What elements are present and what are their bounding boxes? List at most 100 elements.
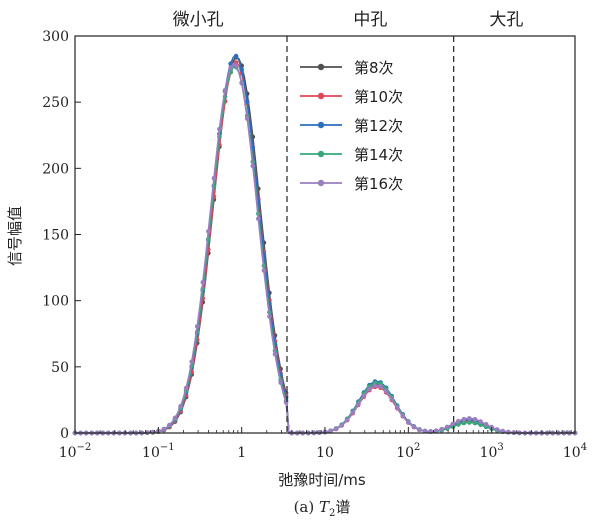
legend-item: 第12次 bbox=[300, 117, 403, 135]
data-point bbox=[500, 428, 506, 434]
data-point bbox=[344, 417, 350, 423]
y-tick-label: 250 bbox=[42, 95, 69, 111]
data-point bbox=[350, 410, 356, 415]
plot-background bbox=[75, 36, 575, 433]
region-label: 微小孔 bbox=[173, 10, 224, 30]
data-point bbox=[467, 420, 472, 425]
y-tick-label: 150 bbox=[42, 228, 69, 244]
data-point bbox=[239, 80, 244, 86]
data-point bbox=[472, 420, 478, 426]
data-point bbox=[194, 324, 200, 329]
data-point bbox=[417, 427, 422, 433]
x-tick-label: 104 bbox=[563, 442, 587, 461]
data-point bbox=[450, 421, 456, 427]
caption-suffix: 谱 bbox=[335, 498, 350, 516]
data-point bbox=[361, 393, 367, 398]
legend-label: 第8次 bbox=[354, 59, 394, 77]
data-point bbox=[400, 413, 406, 419]
legend-item: 第14次 bbox=[300, 146, 403, 164]
region-label: 中孔 bbox=[353, 10, 387, 30]
chart-caption: (a) T2谱 bbox=[294, 498, 351, 519]
x-tick-label: 10−1 bbox=[142, 442, 175, 461]
data-point bbox=[472, 417, 478, 422]
data-point bbox=[333, 426, 339, 432]
data-point bbox=[228, 65, 233, 71]
data-point bbox=[478, 419, 483, 424]
data-point bbox=[372, 383, 378, 388]
data-point bbox=[233, 63, 239, 68]
legend-swatch-marker bbox=[317, 150, 325, 158]
data-point bbox=[433, 428, 439, 434]
caption-subscript: 2 bbox=[329, 508, 335, 519]
data-point bbox=[244, 116, 250, 121]
x-axis-title: 弛豫时间/ms bbox=[278, 471, 366, 489]
legend-item: 第8次 bbox=[300, 59, 394, 77]
data-point bbox=[461, 416, 467, 422]
data-point bbox=[167, 422, 172, 428]
data-point bbox=[200, 279, 206, 285]
data-point bbox=[278, 380, 283, 385]
data-point bbox=[467, 416, 472, 421]
data-point bbox=[255, 216, 261, 221]
data-point bbox=[217, 126, 222, 132]
y-tick-label: 50 bbox=[51, 360, 69, 376]
caption-prefix: (a) bbox=[294, 498, 319, 516]
data-point bbox=[233, 53, 239, 59]
data-point bbox=[183, 385, 189, 391]
data-point bbox=[494, 427, 500, 432]
data-point bbox=[222, 88, 228, 93]
data-point bbox=[406, 420, 411, 425]
data-point bbox=[172, 415, 178, 421]
data-point bbox=[444, 424, 450, 430]
data-point bbox=[506, 429, 511, 435]
data-point bbox=[283, 400, 289, 405]
caption-italic: T bbox=[319, 498, 330, 516]
legend-swatch-marker bbox=[317, 63, 325, 71]
data-point bbox=[367, 386, 372, 392]
data-point bbox=[178, 403, 183, 409]
data-point bbox=[394, 405, 400, 410]
region-labels: 微小孔 中孔 大孔 bbox=[173, 10, 524, 30]
legend-swatch-marker bbox=[317, 121, 325, 129]
data-point bbox=[328, 428, 333, 434]
data-point bbox=[250, 163, 256, 169]
data-point bbox=[461, 420, 467, 426]
legend-label: 第14次 bbox=[354, 146, 403, 164]
data-point bbox=[389, 396, 395, 402]
axes: 0 50 100 150 200 250 300 10−2 10−1 1 10 102 103 104 bbox=[42, 29, 587, 461]
legend-label: 第16次 bbox=[354, 175, 403, 193]
x-tick-label: 102 bbox=[396, 442, 420, 461]
data-point bbox=[456, 418, 461, 424]
x-tick-label: 10 bbox=[316, 445, 334, 461]
data-point bbox=[356, 401, 361, 407]
region-dividers bbox=[286, 36, 455, 433]
data-point bbox=[261, 268, 267, 273]
legend-item: 第10次 bbox=[300, 88, 403, 106]
y-tick-label: 300 bbox=[42, 29, 69, 45]
y-axis-title: 信号幅值 bbox=[6, 206, 24, 266]
x-tick-label: 10−2 bbox=[59, 442, 92, 461]
y-tick-label: 0 bbox=[60, 426, 69, 442]
y-tick-label: 200 bbox=[42, 161, 69, 177]
y-tick-label: 100 bbox=[42, 294, 69, 310]
data-point bbox=[267, 314, 272, 319]
region-label: 大孔 bbox=[489, 10, 523, 30]
data-point bbox=[339, 423, 345, 428]
data-point bbox=[272, 351, 278, 357]
legend-item: 第16次 bbox=[300, 175, 403, 193]
data-point bbox=[439, 426, 445, 432]
x-tick-label: 1 bbox=[237, 445, 246, 461]
plot-area bbox=[75, 36, 575, 433]
data-point bbox=[383, 389, 389, 394]
data-point bbox=[239, 67, 244, 72]
data-point bbox=[483, 422, 489, 427]
data-point bbox=[161, 426, 167, 432]
x-tick-label: 103 bbox=[480, 442, 504, 461]
data-point bbox=[189, 359, 194, 365]
legend-label: 第12次 bbox=[354, 117, 403, 135]
data-point bbox=[422, 428, 428, 434]
data-point bbox=[411, 424, 417, 430]
data-point bbox=[378, 384, 383, 389]
